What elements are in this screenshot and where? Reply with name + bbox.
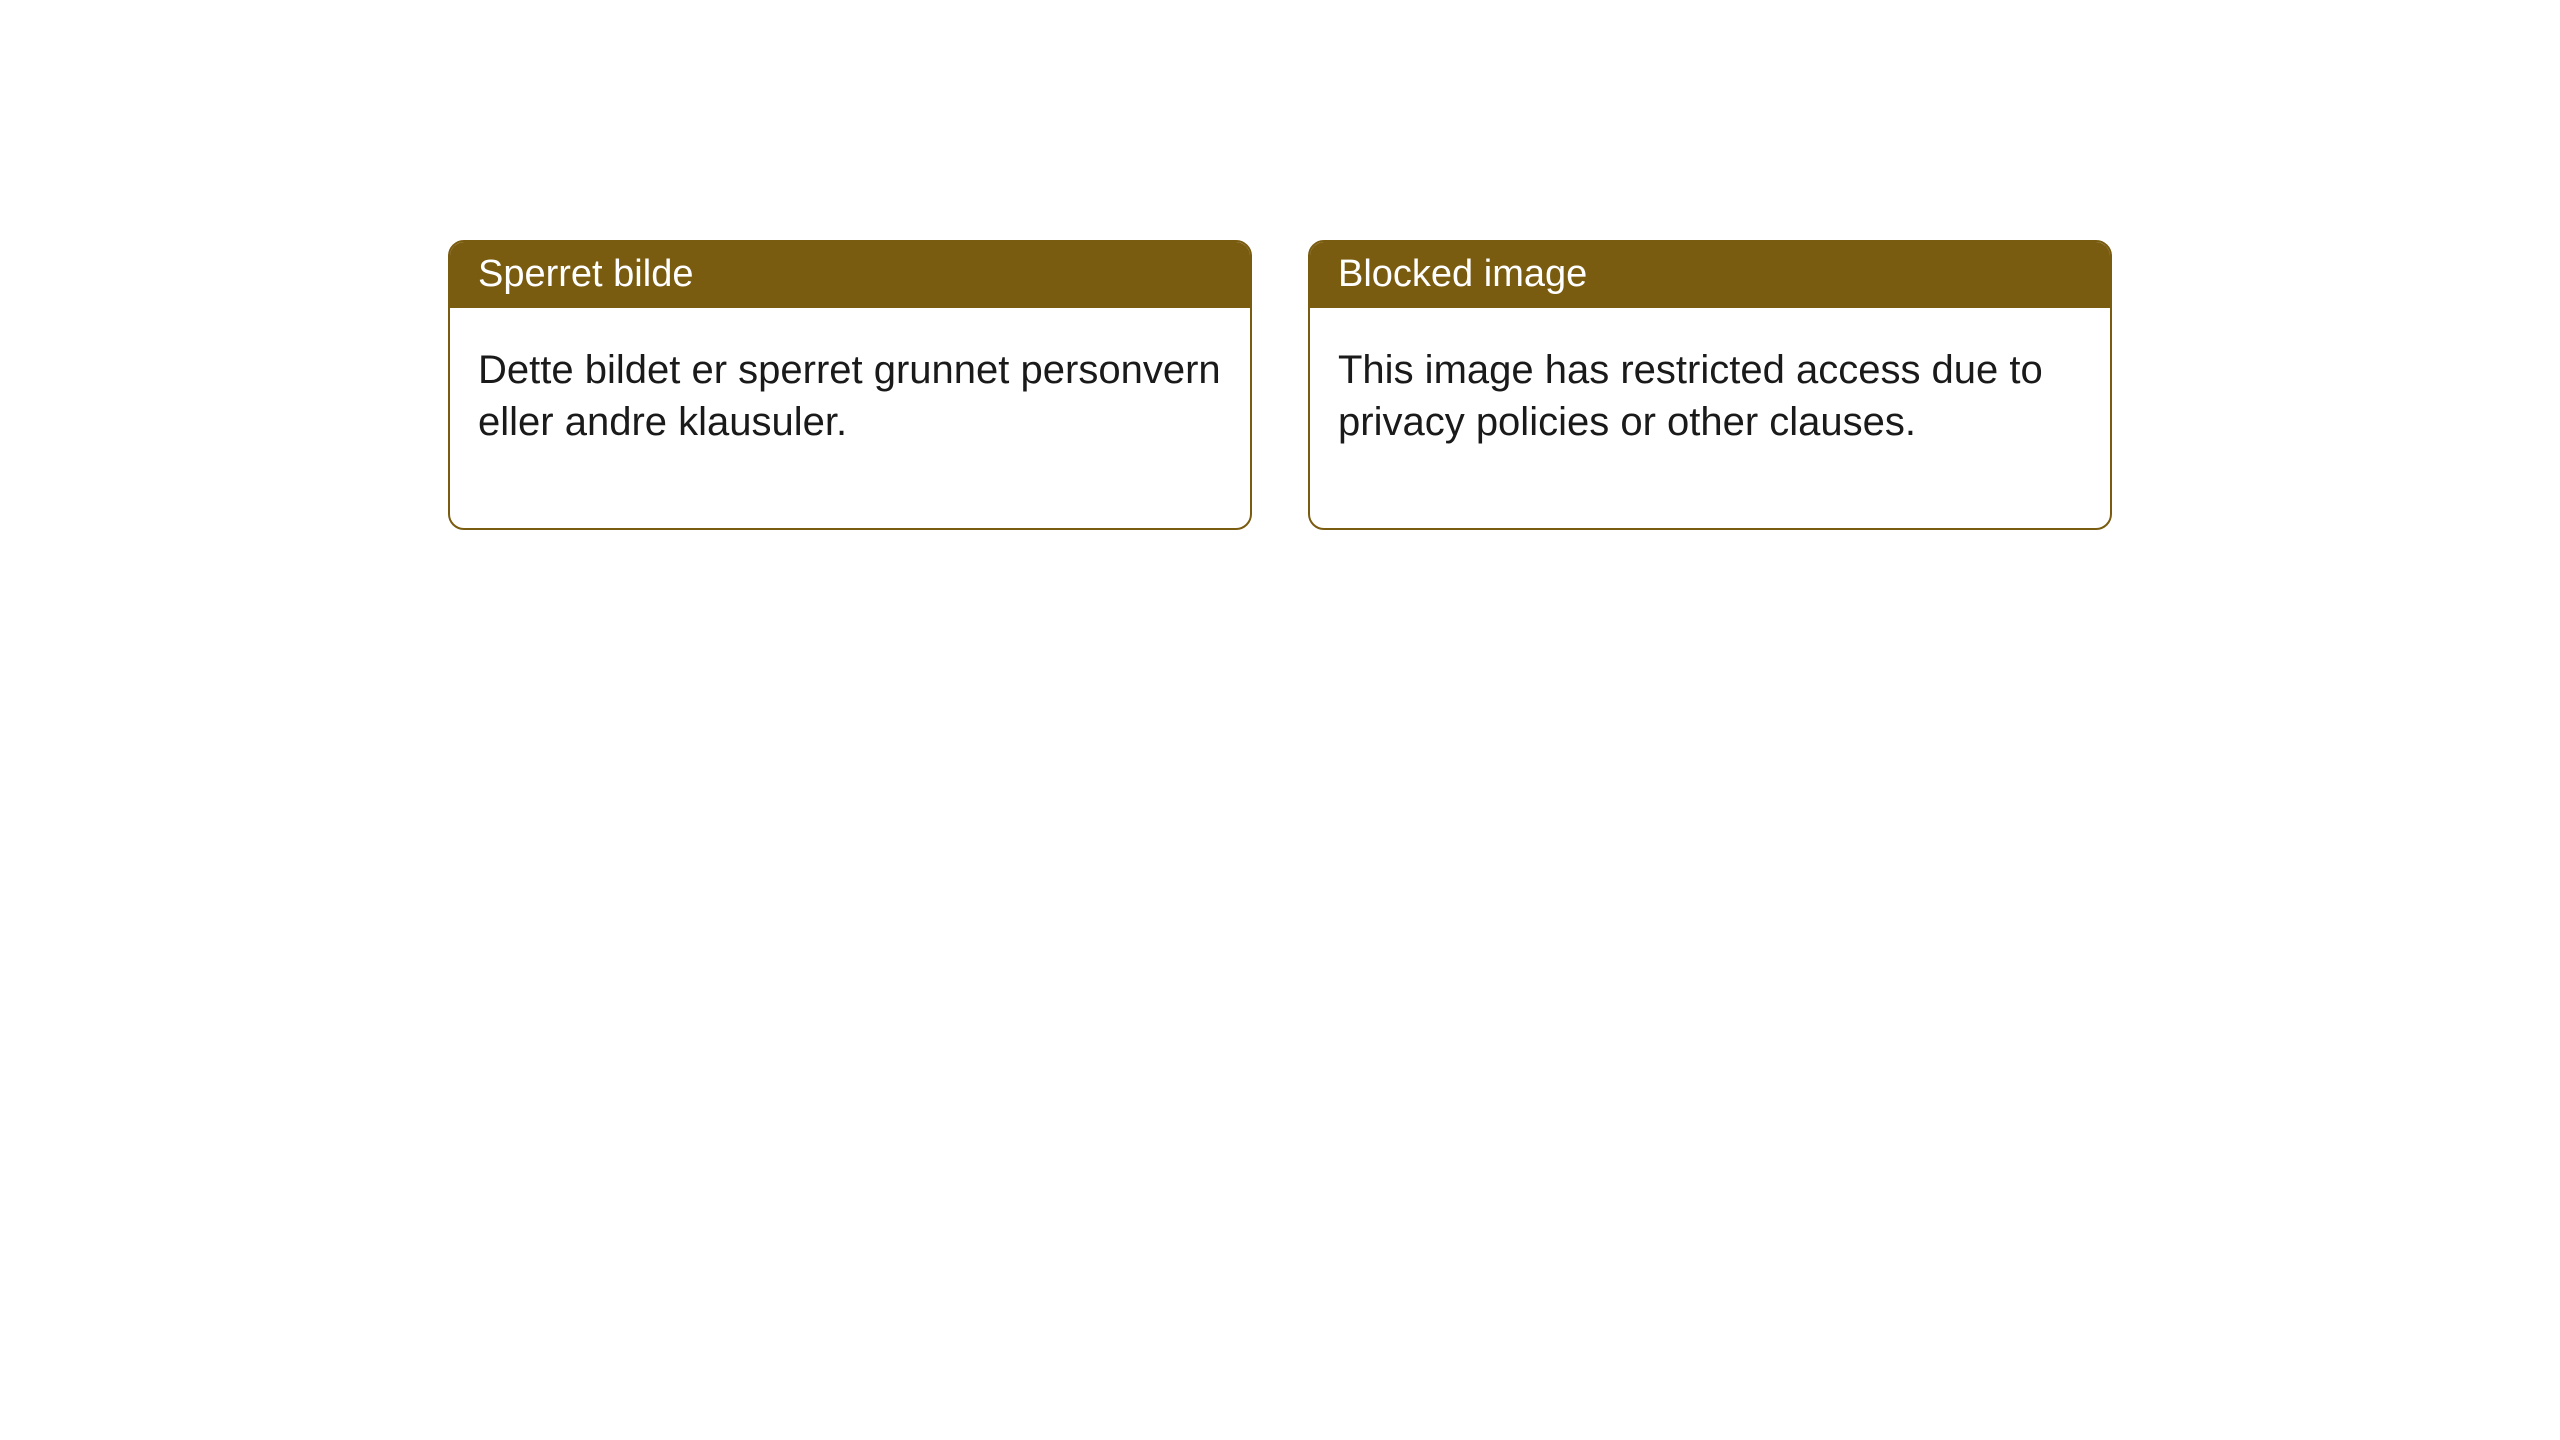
notice-card-english: Blocked image This image has restricted … [1308,240,2112,530]
card-body: Dette bildet er sperret grunnet personve… [450,308,1250,528]
card-title: Sperret bilde [478,253,693,295]
card-title: Blocked image [1338,253,1587,295]
card-body-text: Dette bildet er sperret grunnet personve… [478,348,1221,444]
card-header: Blocked image [1310,242,2110,308]
card-body: This image has restricted access due to … [1310,308,2110,528]
notice-card-norwegian: Sperret bilde Dette bildet er sperret gr… [448,240,1252,530]
cards-container: Sperret bilde Dette bildet er sperret gr… [448,240,2112,530]
card-header: Sperret bilde [450,242,1250,308]
card-body-text: This image has restricted access due to … [1338,348,2043,444]
